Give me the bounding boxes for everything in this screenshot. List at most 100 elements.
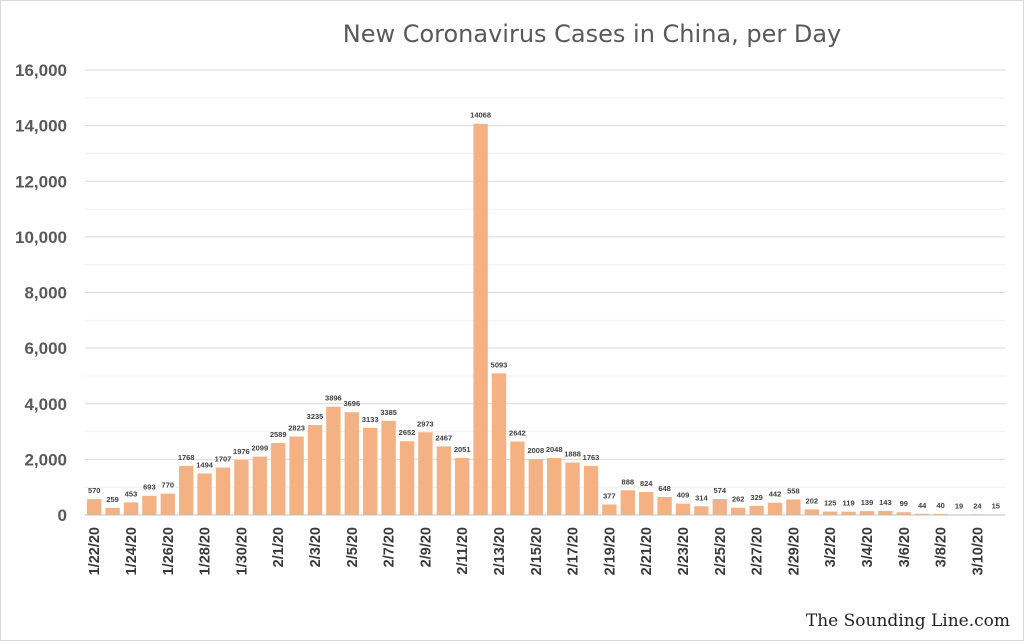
- x-tick-label: 1/26/20: [161, 527, 177, 575]
- y-tick-label: 4,000: [24, 395, 67, 414]
- bar: [620, 490, 635, 515]
- data-label: 409: [677, 491, 690, 500]
- data-label: 19: [955, 501, 963, 510]
- x-tick-label: 2/23/20: [676, 527, 692, 575]
- data-label: 558: [787, 486, 800, 495]
- data-label: 2642: [509, 429, 526, 438]
- bar: [878, 511, 893, 515]
- bar: [307, 425, 323, 515]
- data-label: 329: [750, 493, 763, 502]
- bar: [859, 511, 875, 515]
- data-label: 139: [861, 498, 874, 507]
- bar: [381, 420, 396, 515]
- data-label: 202: [806, 496, 819, 505]
- bar: [234, 460, 249, 515]
- bar: [841, 511, 856, 515]
- data-label: 2823: [288, 423, 305, 432]
- data-label: 1494: [196, 460, 214, 469]
- y-tick-label: 16,000: [15, 61, 67, 80]
- data-label: 377: [603, 492, 616, 501]
- y-tick-label: 12,000: [15, 172, 67, 191]
- data-label: 2048: [546, 445, 563, 454]
- bar: [602, 504, 617, 515]
- bar: [215, 467, 231, 515]
- bar: [271, 442, 286, 515]
- data-label: 442: [769, 490, 782, 499]
- x-tick-label: 3/8/20: [934, 527, 950, 567]
- x-tick-label: 2/1/20: [271, 527, 287, 567]
- bars: [87, 123, 1003, 515]
- x-tick-label: 2/13/20: [492, 527, 508, 575]
- chart-title: New Coronavirus Cases in China, per Day: [343, 20, 842, 48]
- bar: [179, 465, 194, 515]
- bar: [436, 446, 451, 515]
- bar: [933, 513, 948, 515]
- data-label: 2099: [251, 444, 268, 453]
- data-label: 259: [106, 495, 119, 504]
- bar: [675, 503, 691, 515]
- x-tick-label: 2/29/20: [786, 527, 802, 575]
- y-tick-label: 2,000: [24, 450, 67, 469]
- data-label: 5093: [491, 360, 508, 369]
- bar: [289, 436, 304, 515]
- bar: [547, 458, 562, 515]
- x-tick-label: 1/28/20: [198, 527, 214, 575]
- x-tick-label: 2/9/20: [418, 527, 434, 567]
- bar: [105, 507, 120, 515]
- bar: [767, 502, 783, 515]
- bar: [473, 123, 488, 515]
- data-label: 3133: [362, 415, 379, 424]
- x-tick-label: 3/2/20: [823, 527, 839, 567]
- data-label: 3385: [380, 408, 397, 417]
- bar: [197, 473, 212, 515]
- x-tick-label: 2/19/20: [602, 527, 618, 575]
- bar: [326, 406, 341, 515]
- data-label: 570: [88, 486, 101, 495]
- x-tick-label: 2/11/20: [455, 527, 471, 575]
- x-tick-label: 3/4/20: [860, 527, 876, 567]
- bar: [363, 427, 378, 515]
- data-label: 99: [900, 499, 908, 508]
- data-label: 2652: [399, 428, 416, 437]
- watermark: The Sounding Line.com: [805, 611, 1010, 631]
- bar: [915, 513, 930, 515]
- bar: [123, 502, 139, 515]
- data-label: 2589: [270, 430, 287, 439]
- x-tick-label: 3/6/20: [897, 527, 913, 567]
- data-label: 3235: [307, 412, 324, 421]
- bar: [344, 412, 359, 515]
- data-label: 14068: [470, 111, 491, 120]
- data-label: 1707: [215, 455, 232, 464]
- x-tick-label: 1/22/20: [87, 527, 103, 575]
- x-axis: 1/22/20 1/24/20 1/26/20 1/28/20 1/30/20 2/1/2…: [85, 514, 1005, 575]
- bar: [491, 373, 507, 515]
- bar: [160, 493, 175, 515]
- data-label: 125: [824, 499, 837, 508]
- data-label: 1888: [564, 449, 581, 458]
- bar: [823, 511, 838, 515]
- bar: [694, 506, 709, 515]
- bar: [418, 432, 433, 515]
- x-tick-label: 2/25/20: [713, 527, 729, 575]
- bar: [252, 456, 267, 515]
- data-label: 3696: [343, 399, 360, 408]
- data-label: 693: [143, 483, 156, 492]
- data-label: 1976: [233, 447, 250, 456]
- y-tick-label: 14,000: [15, 117, 67, 136]
- x-tick-label: 1/24/20: [124, 527, 140, 575]
- x-tick-label: 2/27/20: [750, 527, 766, 575]
- bar: [749, 505, 764, 515]
- bar: [399, 441, 415, 515]
- bar: [896, 512, 911, 515]
- x-tick-label: 2/17/20: [566, 527, 582, 575]
- data-label: 3896: [325, 394, 342, 403]
- bar: [528, 459, 543, 515]
- data-label: 1763: [583, 453, 600, 462]
- x-tick-label: 2/15/20: [529, 527, 545, 575]
- data-label: 262: [732, 495, 745, 504]
- x-tick-label: 1/30/20: [234, 527, 250, 575]
- bar: [657, 496, 672, 515]
- data-label: 24: [973, 501, 982, 510]
